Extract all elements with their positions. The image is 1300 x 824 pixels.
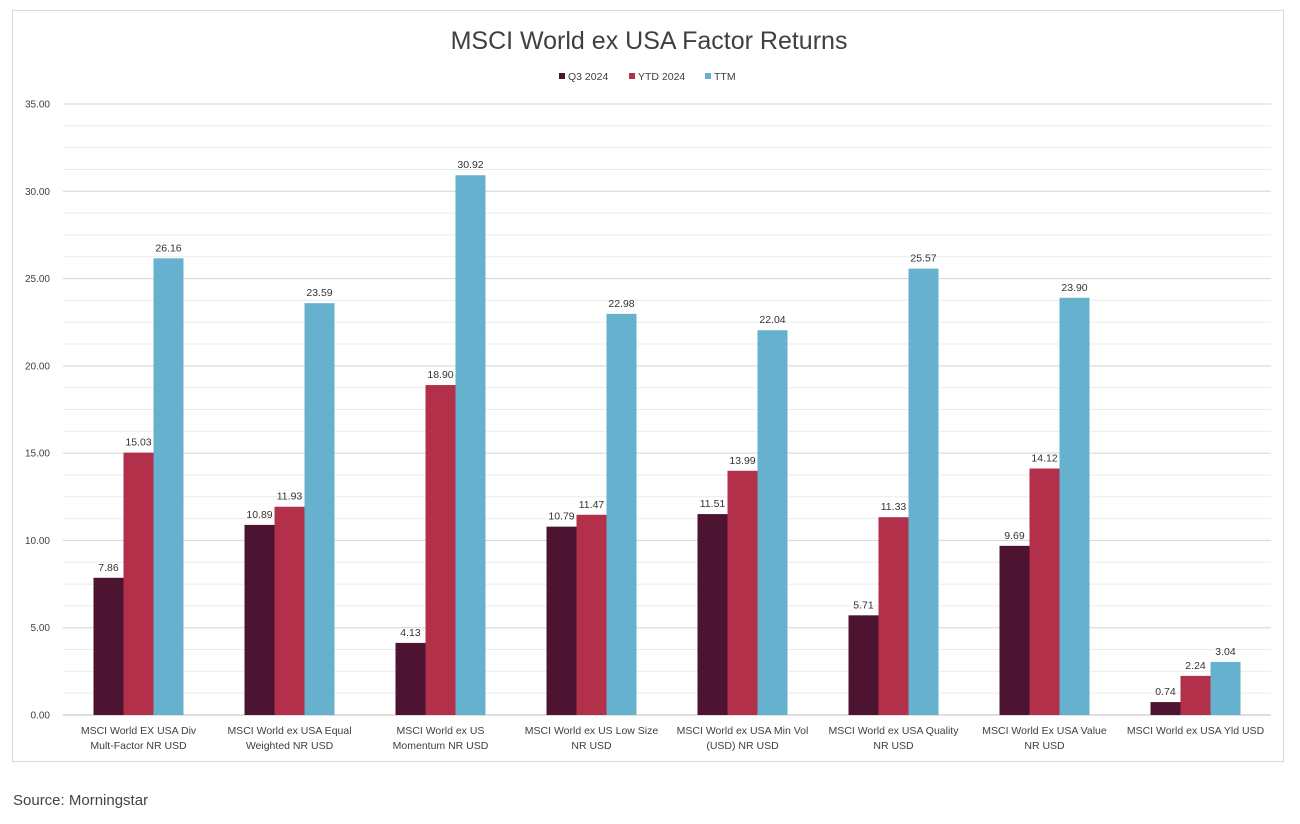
data-label-q3: 10.89: [246, 509, 272, 521]
x-tick-label: MSCI World ex USA Yld USD: [1127, 725, 1265, 737]
bar-ttm: [455, 175, 486, 715]
y-tick-label: 10.00: [25, 536, 50, 547]
bar-ttm: [606, 313, 637, 715]
y-axis-ticks: 0.00 5.00 10.00 15.00 20.00 25.00 30.00 35.00: [25, 100, 50, 722]
data-label-ytd: 11.33: [881, 501, 907, 513]
data-labels: 7.86 15.03 26.16 10.89 11.93 23.59 4.13 18.90 30…: [98, 159, 1236, 698]
bar-ttm: [757, 330, 788, 715]
data-label-q3: 9.69: [1004, 530, 1025, 542]
data-label-ytd: 13.99: [729, 455, 755, 467]
bar-ytd: [1029, 468, 1060, 715]
legend-label-ttm: TTM: [714, 71, 736, 83]
bar-q3: [395, 642, 426, 715]
data-label-q3: 0.74: [1155, 686, 1176, 698]
data-label-q3: 5.71: [853, 599, 874, 611]
bar-ttm: [304, 303, 335, 715]
data-label-ttm: 22.98: [608, 298, 634, 310]
data-label-ttm: 25.57: [910, 253, 936, 265]
bar-q3: [1150, 702, 1181, 715]
x-tick-label: MSCI World ex US Momentum NR USD: [393, 725, 489, 752]
data-label-ttm: 26.16: [155, 242, 181, 254]
bar-chart: MSCI World ex USA Factor Returns Q3 2024…: [25, 27, 1271, 752]
data-label-ytd: 2.24: [1185, 660, 1206, 672]
bar-q3: [93, 577, 124, 715]
legend-swatch-q3: [559, 73, 565, 79]
bar-ytd: [123, 452, 154, 715]
data-label-ytd: 11.93: [277, 491, 303, 503]
bar-ytd: [878, 517, 909, 715]
bars: [93, 175, 1241, 715]
data-label-q3: 7.86: [98, 562, 119, 574]
legend-item-q3: Q3 2024: [559, 71, 608, 83]
source-note: Source: Morningstar: [13, 792, 149, 809]
y-tick-label: 30.00: [25, 187, 50, 198]
data-label-ttm: 3.04: [1215, 646, 1236, 658]
bar-ytd: [425, 385, 456, 715]
data-label-q3: 10.79: [548, 511, 574, 523]
data-label-ttm: 23.59: [306, 287, 332, 299]
chart-frame: MSCI World ex USA Factor Returns Q3 2024…: [12, 10, 1284, 762]
chart-title: MSCI World ex USA Factor Returns: [451, 27, 848, 55]
x-axis-labels: MSCI World EX USA Div Mult-Factor NR USD M…: [81, 725, 1265, 752]
bar-ttm: [1059, 297, 1090, 715]
bar-ytd: [727, 470, 758, 715]
y-tick-label: 25.00: [25, 274, 50, 285]
bar-q3: [244, 524, 275, 715]
x-tick-label: MSCI World ex USA Min Vol (USD) NR USD: [677, 725, 809, 752]
data-label-q3: 11.51: [700, 498, 726, 510]
legend: Q3 2024 YTD 2024 TTM: [559, 71, 736, 83]
legend-swatch-ttm: [705, 73, 711, 79]
bar-q3: [848, 615, 879, 715]
bar-ytd: [576, 514, 607, 715]
legend-label-q3: Q3 2024: [568, 71, 608, 83]
gridlines: [63, 103, 1271, 716]
data-label-ttm: 23.90: [1061, 282, 1087, 294]
x-tick-label: MSCI World Ex USA Value NR USD: [982, 725, 1107, 752]
data-label-q3: 4.13: [400, 627, 421, 639]
y-tick-label: 35.00: [25, 100, 50, 111]
data-label-ttm: 30.92: [457, 159, 483, 171]
data-label-ytd: 18.90: [427, 369, 453, 381]
legend-swatch-ytd: [629, 73, 635, 79]
data-label-ytd: 14.12: [1031, 453, 1057, 465]
bar-q3: [546, 526, 577, 715]
bar-q3: [999, 545, 1030, 715]
data-label-ytd: 15.03: [125, 437, 151, 449]
bar-ytd: [274, 506, 305, 715]
bar-ttm: [153, 258, 184, 715]
x-tick-label: MSCI World EX USA Div Mult-Factor NR USD: [81, 725, 197, 752]
bar-ttm: [1210, 661, 1241, 715]
data-label-ttm: 22.04: [759, 314, 785, 326]
y-tick-label: 5.00: [31, 623, 51, 634]
y-tick-label: 0.00: [31, 711, 51, 722]
x-tick-label: MSCI World ex USA Equal Weighted NR USD: [227, 725, 351, 752]
x-tick-label: MSCI World ex US Low Size NR USD: [525, 725, 659, 752]
legend-item-ttm: TTM: [705, 71, 736, 83]
legend-label-ytd: YTD 2024: [638, 71, 685, 83]
x-tick-label: MSCI World ex USA Quality NR USD: [829, 725, 960, 752]
y-tick-label: 20.00: [25, 361, 50, 372]
bar-ttm: [908, 268, 939, 715]
data-label-ytd: 11.47: [579, 499, 605, 511]
legend-item-ytd: YTD 2024: [629, 71, 685, 83]
bar-ytd: [1180, 675, 1211, 715]
bar-q3: [697, 514, 728, 715]
y-tick-label: 15.00: [25, 449, 50, 460]
